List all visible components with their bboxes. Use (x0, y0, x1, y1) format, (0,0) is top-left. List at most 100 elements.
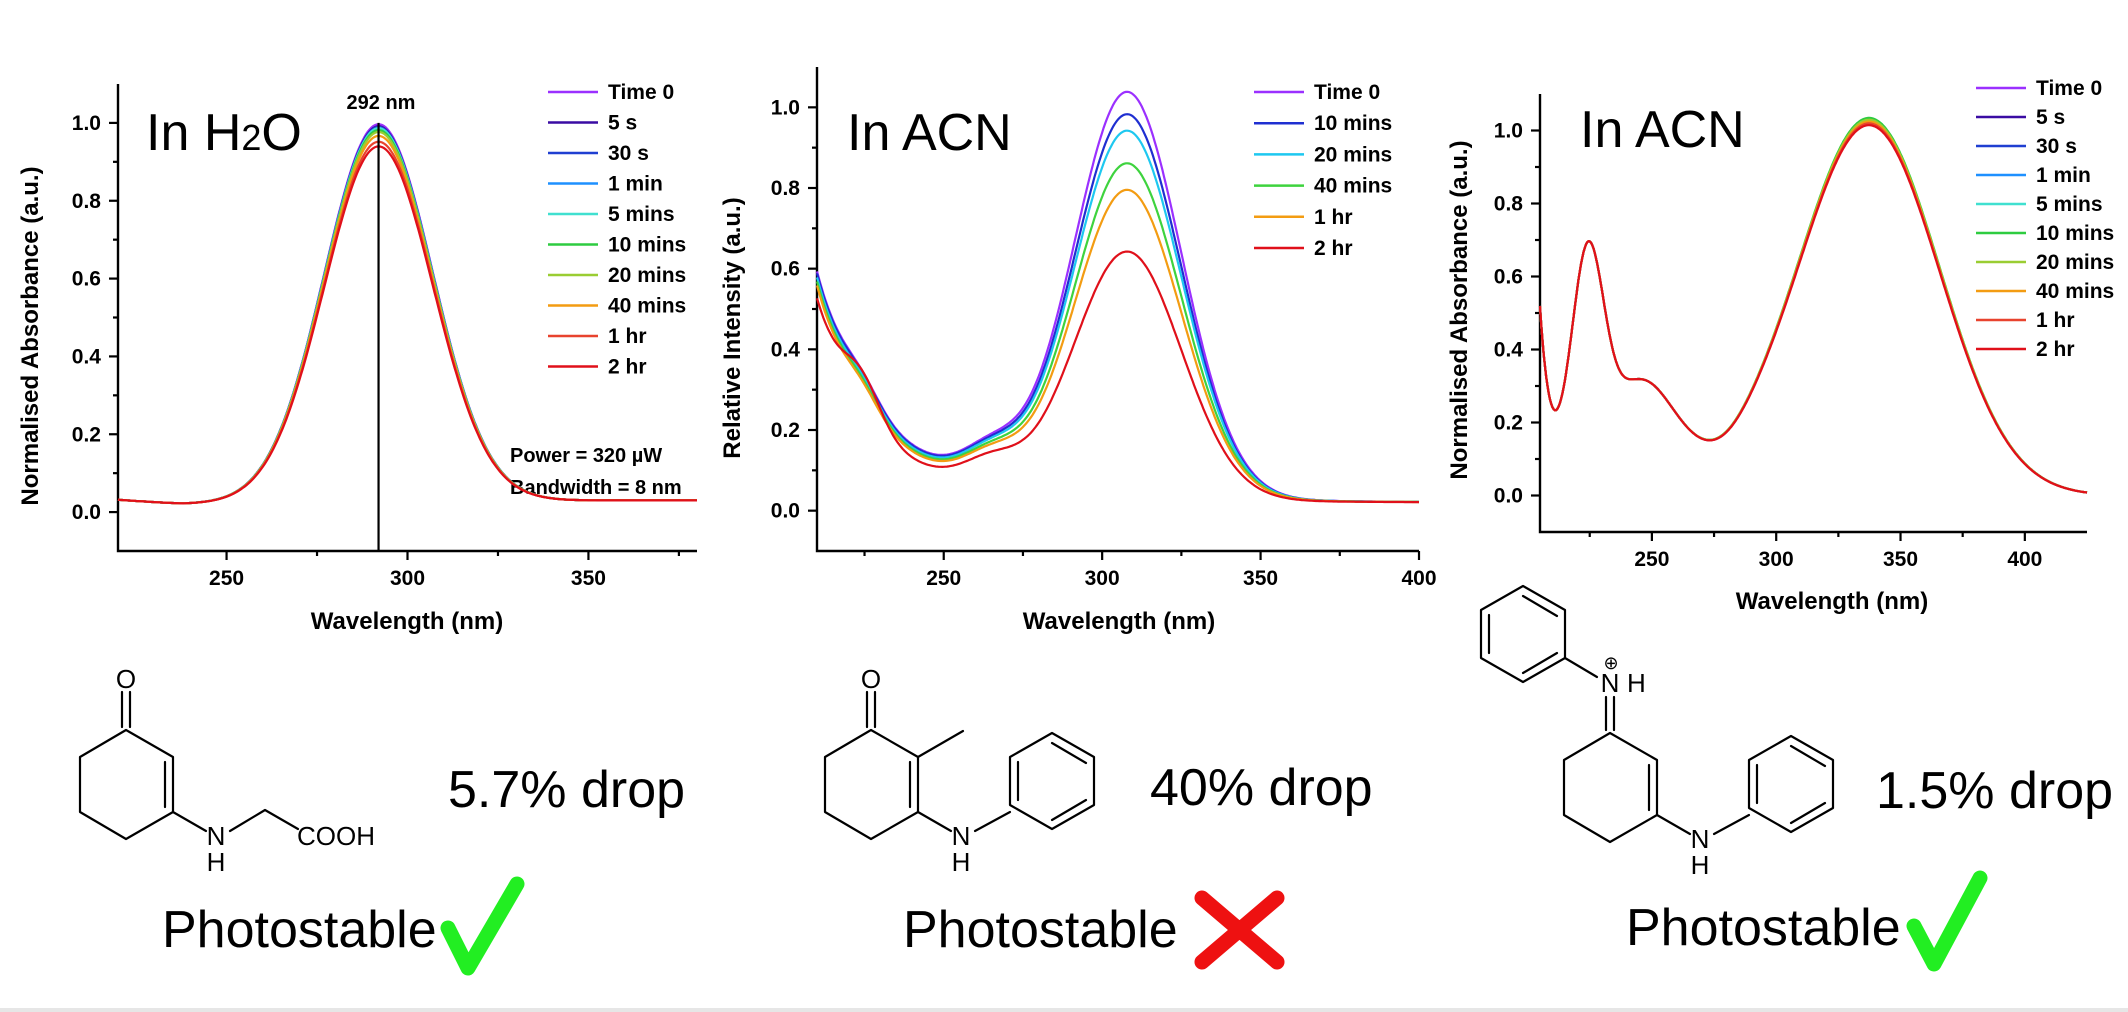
x-tick-label: 350 (571, 567, 606, 590)
y-tick-label: 0.4 (771, 338, 801, 361)
series-line (1538, 124, 2088, 494)
legend-label: Time 0 (1314, 81, 1380, 104)
molecule-2-structure: O N H (823, 664, 1096, 877)
x-tick-label: 400 (1401, 567, 1436, 590)
drop-value-1: 5.7% drop (448, 761, 685, 819)
atom-hydrogen: H (1691, 850, 1710, 880)
legend-label: 30 s (608, 142, 649, 165)
y-tick-label: 0.2 (72, 423, 101, 446)
cross-icon (1194, 890, 1285, 970)
y-tick-label: 0.2 (1494, 412, 1523, 435)
legend-label: 10 mins (608, 234, 686, 257)
legend-label: 5 s (608, 112, 637, 135)
y-axis-title: Normalised Absorbance (a.u.) (17, 166, 44, 505)
drop-value-2: 40% drop (1150, 759, 1373, 817)
check-icon (1906, 870, 1988, 972)
x-tick-label: 250 (209, 567, 244, 590)
drop-value-3: 1.5% drop (1876, 762, 2113, 820)
y-axis-title: Normalised Absorbance (a.u.) (1446, 140, 1473, 479)
panel-water: In H2O 292 nm Power = 320 µW Bandwidth =… (17, 81, 697, 635)
legend-label: 1 hr (608, 325, 647, 348)
x-tick-label: 350 (1243, 567, 1278, 590)
legend-label: 10 mins (2036, 222, 2114, 245)
y-axis-title: Relative Intensity (a.u.) (719, 197, 746, 458)
y-tick-label: 0.0 (72, 501, 101, 524)
axis-frame (1538, 94, 2087, 534)
x-tick-label: 300 (390, 567, 425, 590)
legend-label: 40 mins (1314, 175, 1392, 198)
atom-hydrogen: H (1627, 668, 1646, 698)
y-tick-label: 0.8 (1494, 193, 1524, 216)
series-line (117, 145, 697, 505)
positive-charge: ⊕ (1603, 653, 1618, 673)
y-tick-label: 0.4 (1494, 339, 1524, 362)
atom-oxygen: O (116, 664, 136, 694)
legend-label: 1 min (608, 173, 663, 196)
y-tick-label: 1.0 (771, 96, 800, 119)
panel-title-water: In H2O (146, 104, 302, 162)
y-tick-label: 1.0 (1494, 120, 1523, 143)
x-axis-title: Wavelength (nm) (1023, 608, 1215, 635)
legend-label: 5 mins (608, 203, 675, 226)
verdict-label-1: Photostable (162, 901, 437, 959)
y-tick-label: 0.6 (1494, 266, 1523, 289)
y-tick-label: 0.8 (771, 177, 801, 200)
x-tick-label: 250 (926, 567, 961, 590)
legend-label: Time 0 (608, 81, 674, 104)
power-annotation: Power = 320 µW (510, 445, 662, 467)
atom-carboxyl: COOH (297, 821, 375, 851)
legend-label: 20 mins (2036, 251, 2114, 274)
panel-title-acn-2: In ACN (1580, 101, 1745, 159)
legend-label: 1 hr (1314, 206, 1353, 229)
atom-oxygen: O (861, 664, 881, 694)
legend-label: 5 mins (2036, 193, 2103, 216)
legend-label: 1 min (2036, 164, 2091, 187)
molecule-1-structure: O N H COOH (78, 664, 375, 877)
peak-label: 292 nm (347, 92, 416, 114)
y-tick-label: 0.6 (771, 258, 800, 281)
legend-label: 5 s (2036, 106, 2065, 129)
check-icon (440, 876, 525, 976)
legend-label: 1 hr (2036, 309, 2075, 332)
legend-label: 40 mins (2036, 280, 2114, 303)
atom-nitrogen: N (952, 821, 971, 851)
panel-acn-2: In ACN Wavelength (nm) Normalised Absorb… (1446, 77, 2114, 615)
legend-label: 2 hr (608, 356, 647, 379)
legend-label: 10 mins (1314, 112, 1392, 135)
legend-label: 20 mins (1314, 143, 1392, 166)
bandwidth-annotation: Bandwidth = 8 nm (510, 477, 682, 499)
molecule-3-structure: ⊕ N H N H (1479, 584, 1835, 880)
y-tick-label: 0.4 (72, 345, 102, 368)
x-axis-title: Wavelength (nm) (311, 608, 503, 635)
atom-nitrogen: N (1601, 668, 1620, 698)
panel-title-acn-1: In ACN (847, 104, 1012, 162)
x-tick-label: 300 (1759, 548, 1794, 571)
y-tick-label: 0.8 (72, 190, 102, 213)
y-tick-label: 0.0 (1494, 485, 1523, 508)
atom-nitrogen: N (1691, 824, 1710, 854)
series-line (815, 250, 1419, 504)
x-tick-label: 300 (1085, 567, 1120, 590)
atom-hydrogen: H (952, 847, 971, 877)
y-tick-label: 1.0 (72, 112, 101, 135)
panel-acn-1: In ACN Wavelength (nm) Relative Intensit… (719, 67, 1437, 635)
legend-label: 30 s (2036, 135, 2077, 158)
y-tick-label: 0.0 (771, 500, 800, 523)
legend-label: Time 0 (2036, 77, 2102, 100)
legend-label: 2 hr (2036, 338, 2075, 361)
atom-nitrogen: N (207, 821, 226, 851)
atom-hydrogen: H (207, 847, 226, 877)
legend-label: 40 mins (608, 295, 686, 318)
x-tick-label: 400 (2007, 548, 2042, 571)
legend-label: 2 hr (1314, 237, 1353, 260)
y-tick-label: 0.2 (771, 419, 800, 442)
x-tick-label: 250 (1634, 548, 1669, 571)
verdict-label-2: Photostable (903, 901, 1178, 959)
x-tick-label: 350 (1883, 548, 1918, 571)
bottom-border (0, 1008, 2128, 1012)
y-tick-label: 0.6 (72, 268, 101, 291)
x-axis-title: Wavelength (nm) (1736, 588, 1928, 615)
verdict-label-3: Photostable (1626, 899, 1901, 957)
legend-label: 20 mins (608, 264, 686, 287)
